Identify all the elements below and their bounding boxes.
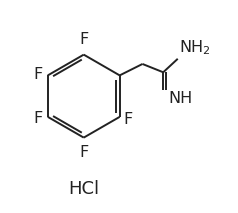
Text: F: F [79, 145, 88, 161]
Text: F: F [79, 32, 88, 47]
Text: HCl: HCl [68, 180, 99, 199]
Text: NH: NH [168, 91, 192, 106]
Text: NH$_2$: NH$_2$ [178, 38, 210, 57]
Text: F: F [124, 112, 133, 127]
Text: F: F [33, 67, 42, 82]
Text: F: F [33, 111, 42, 126]
